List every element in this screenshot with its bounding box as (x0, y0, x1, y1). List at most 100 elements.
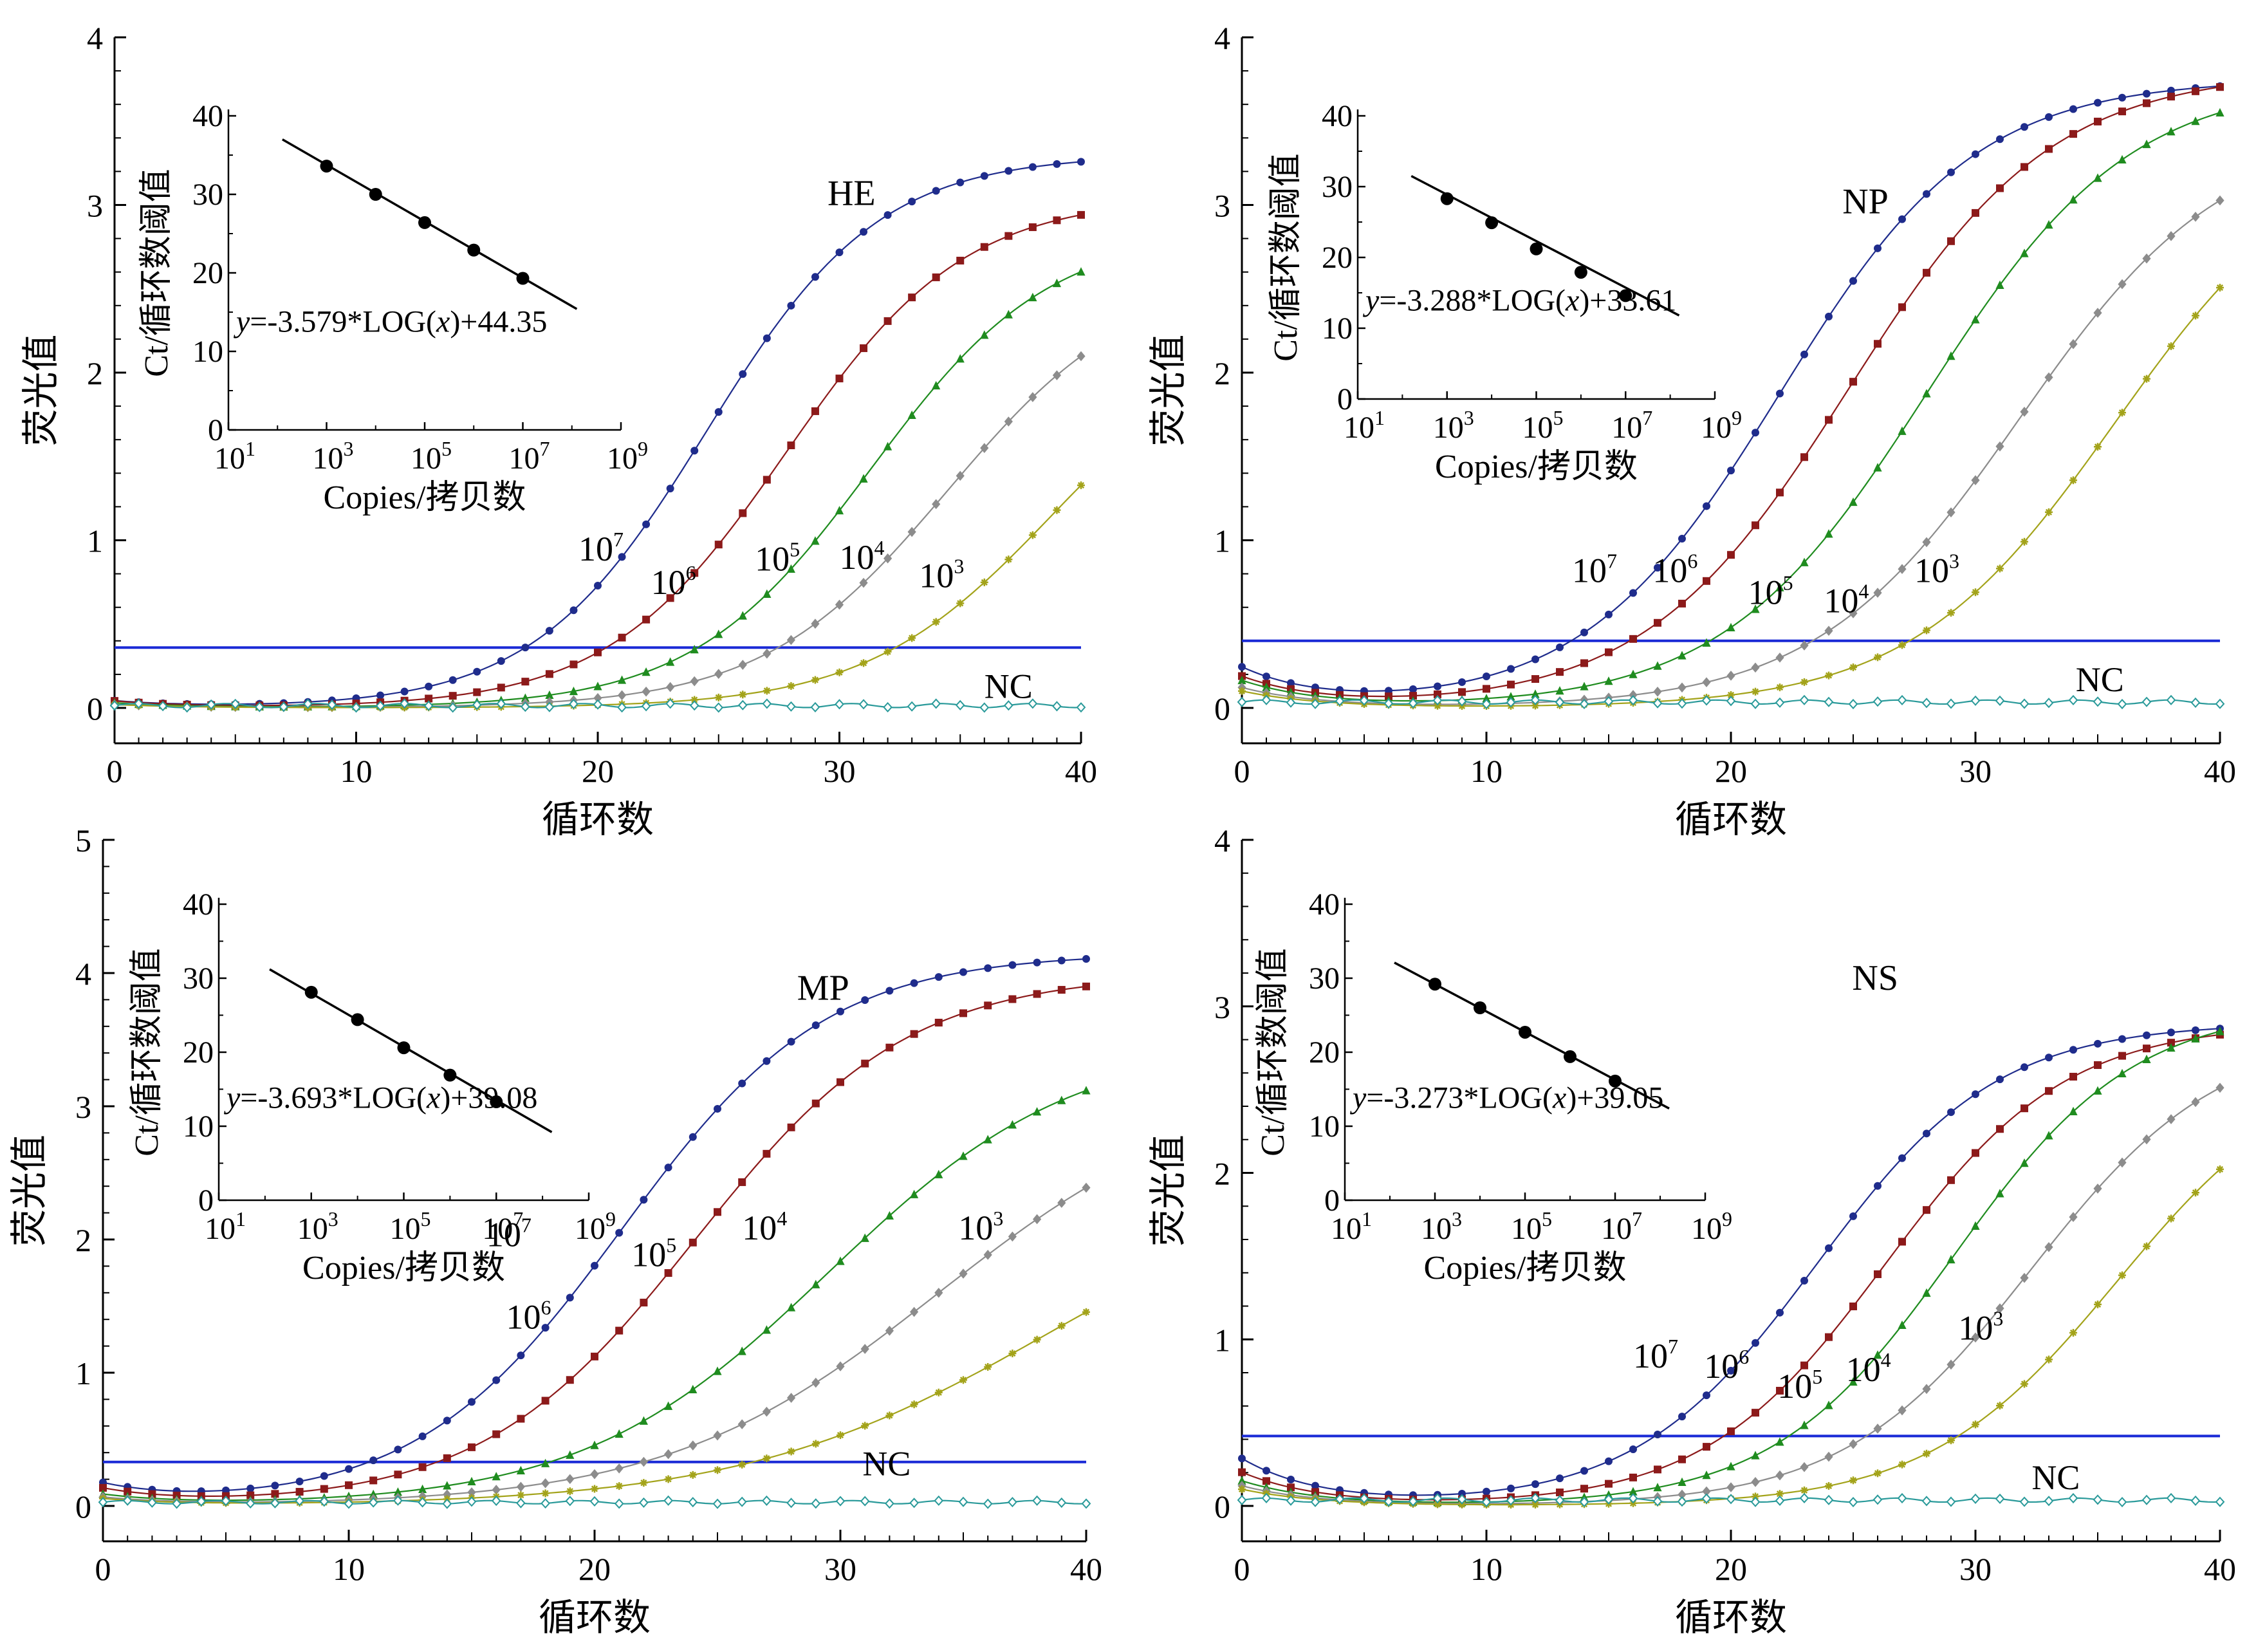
marker-triangle (1237, 1476, 1246, 1485)
marker-square (1898, 303, 1906, 311)
marker-open-diamond (1081, 1498, 1091, 1509)
inset-x-tick-exp: 1 (245, 437, 255, 460)
marker-diamond (1775, 1470, 1784, 1481)
marker-star (1898, 641, 1906, 649)
marker-triangle (811, 536, 820, 545)
curve-label-exp: 5 (790, 537, 800, 561)
marker-circle (569, 606, 578, 615)
marker-circle (320, 1472, 328, 1480)
marker-star (2045, 1355, 2053, 1364)
marker-triangle (2093, 1086, 2102, 1095)
marker-triangle (369, 1489, 378, 1498)
marker-circle (345, 1465, 353, 1473)
marker-diamond (860, 1344, 869, 1354)
star-stroke (2045, 1356, 2053, 1363)
marker-diamond (1052, 370, 1062, 380)
marker-diamond (1653, 686, 1662, 697)
inset-data-point (397, 1041, 411, 1055)
marker-circle (739, 370, 747, 378)
marker-open-diamond (2093, 696, 2103, 707)
inset-x-tick-base: 10 (482, 1212, 513, 1246)
marker-open-diamond (737, 700, 748, 710)
marker-triangle (910, 1189, 919, 1198)
inset-y-label: Ct/循环数阈值 (1268, 153, 1304, 362)
marker-circle (1238, 1454, 1246, 1463)
marker-open-diamond (811, 1498, 821, 1509)
marker-open-diamond (1286, 1495, 1296, 1506)
marker-diamond (1946, 1359, 1956, 1370)
marker-circle (934, 973, 943, 981)
marker-star (1008, 1350, 1017, 1358)
marker-triangle (2044, 220, 2053, 229)
y-tick-label: 0 (1214, 691, 1230, 727)
equation-part: y (1349, 1081, 1367, 1115)
series-line (1241, 86, 2221, 698)
marker-star (908, 634, 916, 642)
marker-star (1053, 506, 1061, 514)
marker-circle (1605, 610, 1613, 618)
marker-diamond (1726, 1482, 1735, 1492)
marker-triangle (1653, 661, 1662, 670)
inset-data-point (304, 985, 318, 999)
curve-label-base: 10 (506, 1298, 541, 1337)
inset-x-tick-base: 10 (1421, 1212, 1452, 1246)
marker-open-diamond (1335, 1494, 1345, 1505)
star-stroke (2118, 1272, 2126, 1279)
star-stroke (1752, 1493, 1759, 1500)
marker-circle (1053, 160, 1061, 168)
marker-open-diamond (931, 698, 941, 709)
marker-circle (2020, 1063, 2028, 1072)
marker-open-diamond (1310, 698, 1320, 709)
marker-triangle (2215, 1026, 2224, 1035)
marker-square (763, 476, 771, 484)
marker-triangle (2044, 1131, 2053, 1140)
inset-x-tick-label: 105 (411, 437, 452, 476)
star-stroke (812, 1440, 819, 1447)
marker-triangle (1824, 529, 1833, 538)
marker-square (369, 1476, 378, 1485)
marker-open-diamond (1873, 696, 1883, 707)
curve-label: 106 (1704, 1345, 1749, 1386)
y-tick-label: 2 (87, 355, 103, 391)
marker-square (541, 1397, 550, 1405)
marker-open-diamond (1359, 1493, 1369, 1504)
marker-star (910, 1400, 918, 1409)
star-stroke (739, 1461, 746, 1468)
marker-triangle (1052, 278, 1062, 288)
marker-diamond (666, 682, 675, 692)
gene-label: NP (1842, 182, 1889, 222)
x-tick-label: 10 (340, 753, 373, 789)
marker-star (861, 1422, 869, 1430)
marker-diamond (664, 1449, 673, 1460)
inset-x-label: Copies/拷贝数 (302, 1250, 505, 1286)
marker-open-diamond (1432, 695, 1443, 706)
marker-open-diamond (1008, 1496, 1017, 1508)
series-nc (1237, 1492, 2225, 1508)
star-stroke (1947, 1437, 1955, 1444)
inset-data-point (1429, 978, 1441, 991)
marker-open-diamond (1335, 696, 1345, 707)
marker-open-diamond (1628, 695, 1638, 706)
marker-diamond (2044, 372, 2053, 383)
marker-star (837, 1431, 844, 1440)
marker-open-diamond (909, 1498, 919, 1508)
marker-star (932, 618, 940, 626)
marker-open-diamond (617, 702, 627, 713)
marker-circle (376, 691, 385, 700)
curve-label-base: NC (2031, 1458, 2080, 1497)
star-stroke (715, 694, 722, 701)
marker-circle (566, 1294, 574, 1302)
star-stroke (959, 1377, 967, 1384)
star-stroke (763, 1455, 770, 1462)
star-stroke (1874, 1470, 1882, 1477)
marker-star (1996, 564, 2004, 573)
marker-triangle (1726, 622, 1735, 632)
y-tick-label: 4 (75, 956, 91, 992)
marker-square (908, 293, 916, 302)
marker-open-diamond (786, 701, 796, 712)
inset-x-tick-base: 10 (509, 441, 540, 476)
marker-square (2143, 99, 2150, 107)
marker-star (1800, 1486, 1808, 1494)
marker-circle (1874, 244, 1882, 252)
